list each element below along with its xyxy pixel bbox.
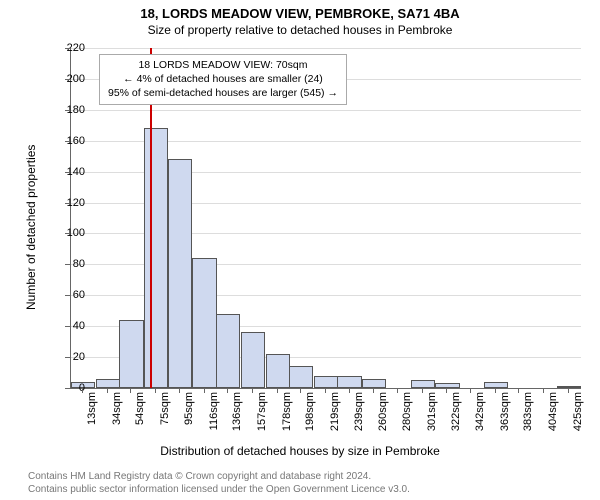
sub-title: Size of property relative to detached ho… — [0, 21, 600, 37]
x-axis-label: Distribution of detached houses by size … — [0, 444, 600, 458]
x-tick-mark — [422, 388, 423, 393]
y-tick-mark — [65, 264, 70, 265]
x-tick-mark — [82, 388, 83, 393]
histogram-bar — [411, 380, 435, 388]
x-tick-mark — [543, 388, 544, 393]
y-tick-label: 20 — [55, 351, 85, 363]
y-tick-label: 180 — [55, 104, 85, 116]
y-tick-mark — [65, 141, 70, 142]
y-tick-label: 40 — [55, 320, 85, 332]
histogram-bar — [484, 382, 508, 388]
attribution-line-1: Contains HM Land Registry data © Crown c… — [28, 470, 410, 483]
y-tick-label: 80 — [55, 258, 85, 270]
x-tick-mark — [252, 388, 253, 393]
annotation-box: 18 LORDS MEADOW VIEW: 70sqm ← 4% of deta… — [99, 54, 347, 105]
x-tick-mark — [325, 388, 326, 393]
y-tick-label: 200 — [55, 73, 85, 85]
x-tick-mark — [277, 388, 278, 393]
annotation-line-3: 95% of semi-detached houses are larger (… — [108, 86, 338, 100]
grid-line — [71, 48, 581, 49]
histogram-bar — [289, 366, 313, 388]
histogram-bar — [314, 376, 338, 388]
x-tick-mark — [107, 388, 108, 393]
y-tick-mark — [65, 48, 70, 49]
histogram-bar — [119, 320, 143, 388]
histogram-bar — [266, 354, 290, 388]
x-tick-label: 260sqm — [377, 392, 389, 442]
y-tick-mark — [65, 203, 70, 204]
y-tick-mark — [65, 357, 70, 358]
x-tick-label: 322sqm — [450, 392, 462, 442]
x-tick-label: 13sqm — [86, 392, 98, 442]
x-tick-label: 34sqm — [111, 392, 123, 442]
x-tick-label: 54sqm — [134, 392, 146, 442]
y-tick-label: 160 — [55, 135, 85, 147]
histogram-bar — [337, 376, 361, 388]
x-tick-label: 116sqm — [208, 392, 220, 442]
y-tick-mark — [65, 326, 70, 327]
annotation-line-1: 18 LORDS MEADOW VIEW: 70sqm — [108, 58, 338, 72]
x-tick-label: 219sqm — [329, 392, 341, 442]
x-tick-mark — [446, 388, 447, 393]
attribution-line-2: Contains public sector information licen… — [28, 483, 410, 496]
x-tick-label: 342sqm — [474, 392, 486, 442]
histogram-bar — [192, 258, 216, 388]
x-tick-label: 198sqm — [304, 392, 316, 442]
y-tick-label: 0 — [55, 382, 85, 394]
histogram-bar — [168, 159, 192, 388]
x-tick-mark — [179, 388, 180, 393]
y-tick-mark — [65, 295, 70, 296]
y-tick-label: 220 — [55, 42, 85, 54]
x-tick-label: 136sqm — [231, 392, 243, 442]
x-tick-mark — [300, 388, 301, 393]
y-tick-mark — [65, 79, 70, 80]
x-tick-mark — [227, 388, 228, 393]
chart-container: 18, LORDS MEADOW VIEW, PEMBROKE, SA71 4B… — [0, 0, 600, 500]
histogram-bar — [144, 128, 168, 388]
histogram-bar — [96, 379, 120, 388]
main-title: 18, LORDS MEADOW VIEW, PEMBROKE, SA71 4B… — [0, 0, 600, 21]
x-tick-label: 280sqm — [401, 392, 413, 442]
x-tick-label: 239sqm — [353, 392, 365, 442]
histogram-bar — [216, 314, 240, 388]
x-tick-mark — [155, 388, 156, 393]
x-tick-mark — [470, 388, 471, 393]
y-axis-label: Number of detached properties — [24, 145, 38, 310]
x-tick-mark — [349, 388, 350, 393]
x-tick-mark — [568, 388, 569, 393]
y-tick-label: 60 — [55, 289, 85, 301]
x-tick-label: 363sqm — [499, 392, 511, 442]
x-tick-label: 383sqm — [522, 392, 534, 442]
x-tick-label: 95sqm — [183, 392, 195, 442]
x-tick-mark — [518, 388, 519, 393]
x-tick-mark — [397, 388, 398, 393]
x-tick-label: 404sqm — [547, 392, 559, 442]
y-tick-mark — [65, 388, 70, 389]
y-tick-label: 120 — [55, 197, 85, 209]
x-tick-mark — [204, 388, 205, 393]
histogram-bar — [362, 379, 386, 388]
x-tick-label: 301sqm — [426, 392, 438, 442]
x-tick-label: 157sqm — [256, 392, 268, 442]
y-tick-mark — [65, 233, 70, 234]
grid-line — [71, 110, 581, 111]
y-tick-mark — [65, 172, 70, 173]
x-tick-label: 425sqm — [572, 392, 584, 442]
x-tick-mark — [373, 388, 374, 393]
x-tick-label: 75sqm — [159, 392, 171, 442]
x-tick-mark — [130, 388, 131, 393]
x-tick-mark — [495, 388, 496, 393]
plot-area: 18 LORDS MEADOW VIEW: 70sqm ← 4% of deta… — [70, 48, 581, 389]
annotation-line-2: ← 4% of detached houses are smaller (24) — [108, 72, 338, 86]
histogram-bar — [435, 383, 459, 388]
attribution-text: Contains HM Land Registry data © Crown c… — [28, 470, 410, 496]
histogram-bar — [557, 386, 581, 388]
y-tick-label: 100 — [55, 227, 85, 239]
y-tick-mark — [65, 110, 70, 111]
histogram-bar — [241, 332, 265, 388]
x-tick-label: 178sqm — [281, 392, 293, 442]
y-tick-label: 140 — [55, 166, 85, 178]
